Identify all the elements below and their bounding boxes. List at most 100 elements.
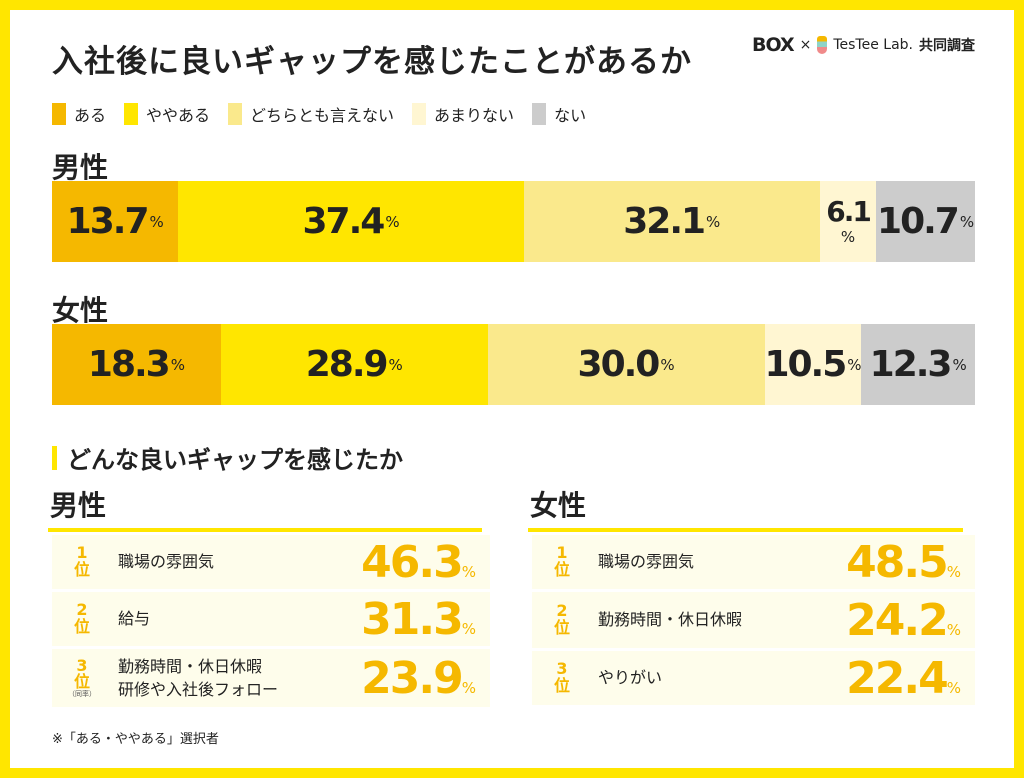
legend-swatch	[124, 103, 139, 125]
stacked-bar: 18.3% 28.9% 30.0% 10.5% 12.3%	[52, 324, 975, 405]
percent-sign: %	[847, 355, 862, 374]
rank-number: 3	[76, 655, 88, 675]
rank-number: 2	[556, 601, 568, 621]
ranking-item-label: 職場の雰囲気	[112, 550, 361, 573]
data-label: 12.3	[869, 344, 953, 385]
rank-number: 1	[76, 543, 88, 563]
ranking-row: 2 位勤務時間・休日休暇 24.2%	[532, 592, 975, 648]
rank-suffix: 位	[73, 617, 90, 636]
percent-sign: %	[170, 355, 185, 374]
legend-label: どちらとも言えない	[250, 106, 395, 125]
data-label: 10.5	[764, 344, 847, 385]
rank-number: 2	[76, 600, 88, 620]
legend-swatch	[532, 103, 547, 125]
ranking-row: 3 位やりがい 22.4%	[532, 651, 975, 705]
ranking-value: 24.2%	[846, 595, 975, 646]
rank-badge: 3 位（同率）	[52, 655, 112, 699]
ranking-heading-text: どんな良いギャップを感じたか	[67, 446, 403, 474]
bar-segment: 6.1%	[819, 181, 877, 262]
value-number: 31.3	[361, 593, 464, 645]
ranking-value: 48.5%	[846, 537, 975, 588]
rank-number: 1	[556, 543, 568, 563]
bar-segment: 37.4%	[178, 181, 524, 262]
percent-sign: %	[149, 212, 164, 231]
data-label: 18.3	[87, 344, 171, 385]
bar-segment: 12.3%	[861, 324, 975, 405]
rank-suffix: 位	[73, 672, 90, 692]
data-label: 37.4	[302, 201, 385, 242]
data-label: 10.7	[877, 201, 960, 242]
percent-sign: %	[959, 212, 975, 231]
ranking-value: 31.3%	[361, 594, 490, 645]
percent-sign: %	[461, 678, 476, 697]
legend-swatch	[228, 103, 243, 125]
data-label: 30.0	[577, 344, 661, 385]
item-line: 勤務時間・休日休暇	[598, 610, 743, 630]
bar-segment: 32.1%	[523, 181, 820, 262]
ranking-item-label: 勤務時間・休日休暇 研修や入社後フォロー	[112, 655, 361, 701]
item-line: 給与	[118, 609, 151, 629]
ranking-value: 23.9%	[361, 653, 490, 704]
tie-label: （同率）	[68, 690, 96, 699]
bottle-icon	[817, 36, 828, 54]
item-line: 勤務時間・休日休暇	[118, 656, 263, 676]
percent-sign: %	[385, 212, 400, 231]
rank-number: 3	[556, 659, 568, 679]
ranking-row: 1 位職場の雰囲気 46.3%	[52, 535, 490, 589]
item-line: 職場の雰囲気	[598, 552, 695, 572]
legend-item: ややある	[124, 102, 210, 126]
ranking-column: 男性 1 位職場の雰囲気 46.3% 2 位給与 31.3% 3 位（同率） 勤務時間・休日休暇研…	[48, 484, 490, 707]
ranking-row: 3 位（同率） 勤務時間・休日休暇 研修や入社後フォロー 23.9%	[52, 649, 490, 707]
footnote: ※「ある・ややある」選択者	[52, 732, 219, 747]
times-sign: ×	[799, 37, 812, 53]
ranking-item-label: 給与	[112, 607, 361, 630]
ranking-item-label: やりがい	[592, 666, 846, 689]
legend-item: どちらとも言えない	[228, 102, 394, 126]
ranking-item-label: 勤務時間・休日休暇	[592, 608, 846, 631]
legend-label: ない	[554, 106, 587, 125]
ranking-value: 22.4%	[846, 653, 975, 704]
bar-segment: 13.7%	[52, 181, 179, 262]
value-number: 46.3	[361, 536, 464, 588]
data-label: 6.1	[826, 195, 872, 228]
item-line: 職場の雰囲気	[118, 552, 215, 572]
value-number: 22.4	[846, 652, 949, 704]
data-label: 28.9	[305, 344, 389, 385]
bar-segment: 18.3%	[52, 324, 221, 405]
rank-suffix: 位	[73, 560, 90, 579]
rank-suffix: 位	[553, 676, 570, 695]
ranking-group-label: 女性	[528, 484, 963, 532]
percent-sign: %	[946, 620, 961, 639]
ranking-item-label: 職場の雰囲気	[592, 550, 846, 573]
percent-sign: %	[660, 355, 675, 374]
rank-suffix: 位	[553, 560, 570, 579]
bar-segment: 10.7%	[876, 181, 975, 262]
value-number: 23.9	[361, 652, 464, 704]
percent-sign: %	[461, 619, 476, 638]
ranking-row: 1 位職場の雰囲気 48.5%	[532, 535, 975, 589]
legend-label: あまりない	[434, 106, 515, 125]
legend-swatch	[52, 103, 66, 125]
ranking-heading: どんな良いギャップを感じたか	[52, 440, 403, 475]
legend-item: ある	[52, 102, 106, 126]
percent-sign: %	[946, 678, 961, 697]
bar-segment: 10.5%	[764, 324, 862, 405]
ranking-group-label: 男性	[48, 484, 482, 532]
page-title: 入社後に良いギャップを感じたことがあるか	[52, 44, 692, 80]
legend: ある ややある どちらとも言えない あまりない ない	[52, 102, 586, 126]
bar-segment: 28.9%	[220, 324, 488, 405]
item-line: 研修や入社後フォロー	[118, 680, 279, 699]
data-label: 13.7	[66, 201, 150, 242]
logo: BOX × TesTee Lab. 共同調査	[752, 34, 975, 56]
ranking-row: 2 位 給与 31.3%	[52, 592, 490, 646]
data-label: 32.1	[623, 201, 706, 242]
legend-label: ある	[74, 106, 107, 125]
heading-marker	[52, 445, 57, 470]
box-logo: BOX	[752, 34, 795, 56]
percent-sign: %	[706, 212, 721, 231]
percent-sign: %	[946, 562, 961, 581]
